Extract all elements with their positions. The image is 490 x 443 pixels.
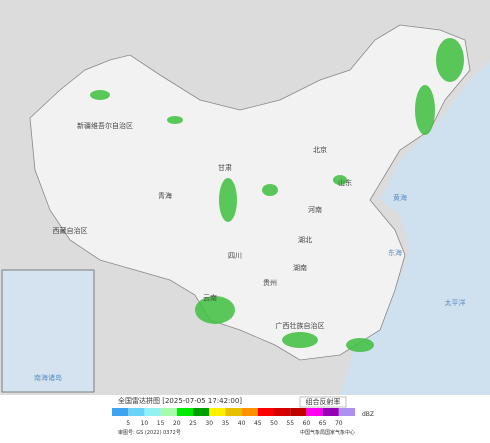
scale-label: 15 — [157, 420, 165, 427]
source: 中国气象局国家气象中心 — [300, 429, 355, 436]
color-swatch — [225, 408, 242, 416]
place-label: 黄海 — [393, 193, 407, 202]
color-swatch — [112, 408, 129, 416]
color-swatch — [176, 408, 193, 416]
place-label: 四川 — [228, 252, 242, 260]
place-label: 新疆维吾尔自治区 — [77, 121, 133, 130]
china-outline — [29, 24, 471, 361]
color-scale: 5 10 15 20 25 30 35 40 45 50 55 60 65 70 — [112, 408, 355, 427]
title: 全国雷达拼图 [2025-07-05 17:42:00] — [118, 396, 242, 405]
unit: dBZ — [362, 411, 374, 418]
scale-label: 40 — [238, 420, 246, 427]
place-label: 青海 — [158, 191, 172, 200]
color-swatch — [193, 408, 210, 416]
review-number: 审图号: GS (2022) 0372号 — [118, 429, 181, 436]
scale-label: 30 — [205, 420, 213, 427]
radar-echoes — [90, 38, 464, 352]
scale-label: 65 — [319, 420, 327, 427]
color-swatch — [144, 408, 161, 416]
scale-label: 70 — [335, 420, 343, 427]
place-label: 湖北 — [298, 235, 312, 244]
color-swatch — [160, 408, 177, 416]
color-swatch — [209, 408, 226, 416]
place-label: 山东 — [338, 178, 352, 187]
color-swatch — [257, 408, 274, 416]
scale-label: 60 — [303, 420, 311, 427]
product: 组合反射率 — [306, 397, 341, 406]
scale-label: 25 — [189, 420, 197, 427]
scale-label: 10 — [141, 420, 149, 427]
color-swatch — [274, 408, 291, 416]
place-label: 南海诸岛 — [34, 373, 62, 382]
scale-label: 20 — [173, 420, 181, 427]
color-swatch — [306, 408, 323, 416]
product-box — [299, 396, 347, 408]
scale-label: 50 — [270, 420, 278, 427]
place-label: 太平洋 — [445, 298, 466, 307]
legend-panel — [0, 395, 490, 439]
color-swatch — [290, 408, 307, 416]
scale-label: 35 — [222, 420, 230, 427]
place-label: 贵州 — [263, 278, 277, 287]
place-label: 西藏自治区 — [53, 226, 88, 235]
place-label: 北京 — [313, 145, 327, 154]
scale-label: 5 — [126, 420, 130, 427]
color-swatch — [241, 408, 258, 416]
color-swatch — [322, 408, 339, 416]
place-label: 河南 — [308, 205, 322, 214]
place-label: 广西壮族自治区 — [276, 321, 325, 330]
color-swatch — [128, 408, 145, 416]
place-label: 甘肃 — [218, 163, 232, 172]
scale-label: 55 — [286, 420, 294, 427]
place-label: 云南 — [203, 293, 217, 302]
color-swatch — [338, 408, 355, 416]
place-label: 东海 — [388, 248, 402, 257]
scale-label: 45 — [254, 420, 262, 427]
place-label: 湖南 — [293, 263, 307, 272]
south-sea-inset — [1, 269, 95, 393]
